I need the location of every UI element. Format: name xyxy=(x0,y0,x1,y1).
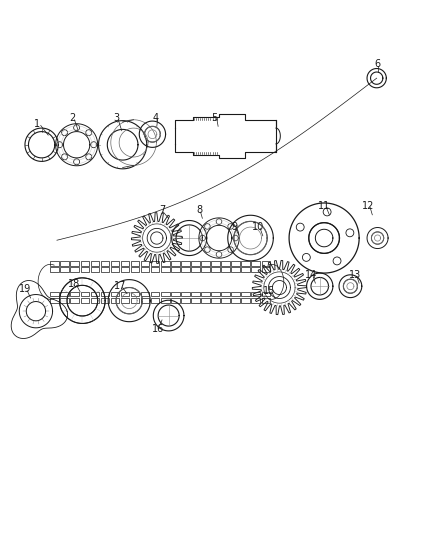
Text: 17: 17 xyxy=(114,281,127,291)
Text: 5: 5 xyxy=(212,112,218,123)
Text: 8: 8 xyxy=(196,205,202,215)
Text: 3: 3 xyxy=(113,114,119,124)
Text: 15: 15 xyxy=(263,286,276,296)
Text: 12: 12 xyxy=(362,201,374,211)
Text: 18: 18 xyxy=(68,279,81,289)
Text: 7: 7 xyxy=(159,205,165,215)
Text: 2: 2 xyxy=(69,114,75,124)
Text: 1: 1 xyxy=(34,119,40,129)
Text: 16: 16 xyxy=(152,324,164,334)
Text: 14: 14 xyxy=(305,270,317,280)
Text: 6: 6 xyxy=(374,59,381,69)
Text: 4: 4 xyxy=(152,112,159,123)
Text: 19: 19 xyxy=(19,284,32,294)
Text: 11: 11 xyxy=(318,201,330,211)
Text: 9: 9 xyxy=(231,222,237,232)
Text: 13: 13 xyxy=(349,270,361,280)
Text: 10: 10 xyxy=(252,222,265,232)
